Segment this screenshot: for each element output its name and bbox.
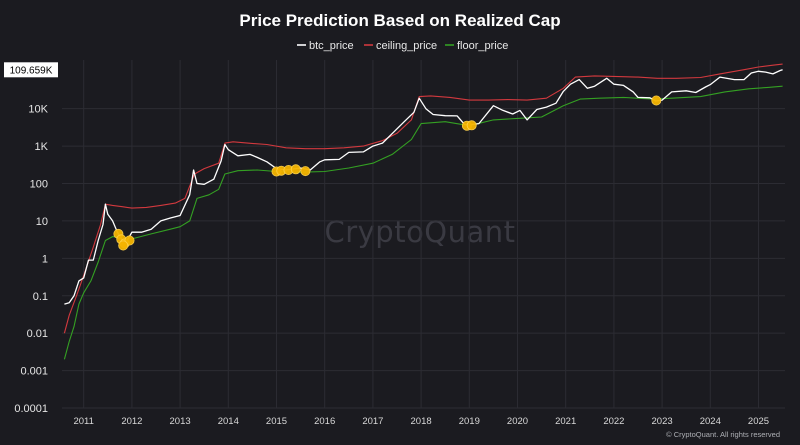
x-tick-label: 2012 — [121, 416, 142, 427]
legend-label-floor-price: floor_price — [457, 40, 508, 52]
x-axis: 2011 2012 2013 2014 2015 2016 2017 2018 2019 2020… — [73, 416, 769, 427]
bottom-marker — [290, 164, 301, 175]
x-tick-label: 2019 — [459, 416, 480, 427]
bottom-marker — [118, 240, 129, 251]
bottom-marker — [300, 166, 311, 177]
legend-item-ceiling-price[interactable]: ceiling_price — [364, 40, 437, 52]
current-price-badge-box — [4, 62, 58, 78]
x-tick-label: 2022 — [603, 416, 624, 427]
x-tick-label: 2016 — [314, 416, 335, 427]
y-tick-label: 1 — [42, 253, 48, 265]
current-price-badge: 109.659K — [4, 62, 58, 78]
x-tick-label: 2021 — [555, 416, 576, 427]
chart-title: Price Prediction Based on Realized Cap — [239, 11, 560, 30]
bottom-marker — [466, 120, 477, 131]
legend-label-ceiling-price: ceiling_price — [376, 40, 437, 52]
legend-label-btc-price: btc_price — [309, 40, 354, 52]
current-price-label: 109.659K — [10, 66, 53, 77]
grid-layer — [62, 60, 785, 409]
y-tick-label: 0.001 — [20, 366, 48, 378]
x-tick-label: 2024 — [700, 416, 721, 427]
y-tick-label: 10 — [36, 216, 48, 228]
series-line-ceiling-price — [63, 63, 783, 334]
watermark: CryptoQuant — [324, 215, 515, 249]
x-tick-label: 2018 — [411, 416, 432, 427]
x-tick-label: 2020 — [507, 416, 528, 427]
x-tick-label: 2017 — [362, 416, 383, 427]
y-tick-label: 1K — [35, 141, 49, 153]
x-tick-label: 2025 — [748, 416, 769, 427]
bottom-marker — [651, 95, 662, 106]
y-axis: 0.0001 0.001 0.01 0.1 1 10 100 1K 10K — [14, 104, 48, 415]
x-tick-label: 2015 — [266, 416, 287, 427]
legend-item-btc-price[interactable]: btc_price — [297, 40, 354, 52]
y-tick-label: 0.1 — [33, 291, 48, 303]
x-tick-label: 2011 — [73, 416, 93, 427]
y-tick-label: 100 — [30, 179, 48, 191]
x-tick-label: 2014 — [218, 416, 239, 427]
x-tick-label: 2013 — [170, 416, 191, 427]
y-tick-label: 0.0001 — [14, 403, 48, 415]
marker-layer — [113, 95, 662, 251]
copyright-credit: © CryptoQuant. All rights reserved — [666, 430, 780, 439]
y-tick-label: 0.01 — [27, 328, 48, 340]
x-tick-label: 2023 — [652, 416, 673, 427]
y-tick-label: 10K — [28, 104, 48, 116]
legend-item-floor-price[interactable]: floor_price — [445, 40, 508, 52]
legend: btc_price ceiling_price floor_price — [297, 40, 508, 52]
